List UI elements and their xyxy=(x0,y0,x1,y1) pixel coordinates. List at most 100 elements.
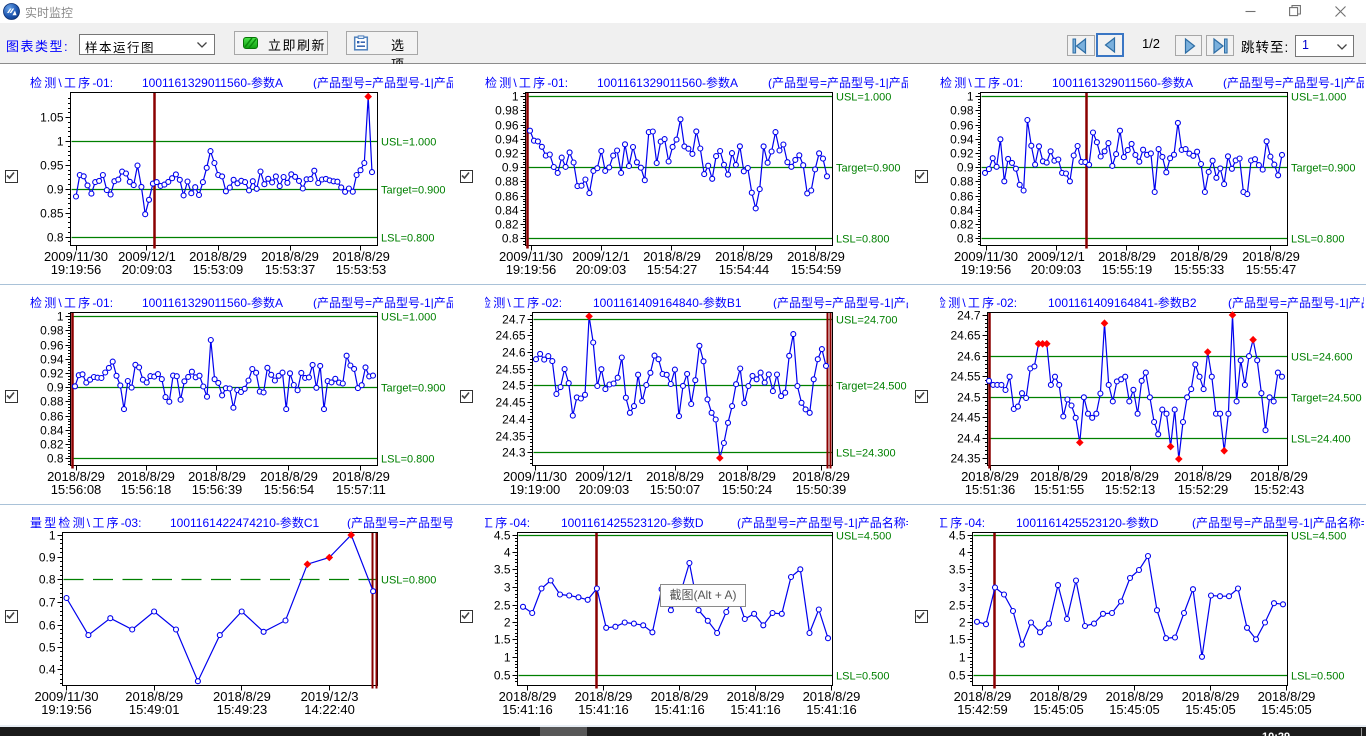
svg-text:15:53:09: 15:53:09 xyxy=(193,262,244,277)
svg-text:2018/8/29: 2018/8/29 xyxy=(961,469,1019,484)
svg-text:1: 1 xyxy=(967,90,974,104)
svg-text:2018/8/29: 2018/8/29 xyxy=(213,689,271,704)
svg-text:2018/8/29: 2018/8/29 xyxy=(1258,689,1316,704)
svg-text:20:09:03: 20:09:03 xyxy=(576,262,627,277)
svg-text:24.3: 24.3 xyxy=(502,446,526,460)
svg-text:24.45: 24.45 xyxy=(495,396,525,410)
svg-text:2018/8/29: 2018/8/29 xyxy=(261,249,319,264)
svg-text:0.94: 0.94 xyxy=(495,133,519,147)
svg-text:2018/8/29: 2018/8/29 xyxy=(718,469,776,484)
svg-text:2.5: 2.5 xyxy=(494,599,511,613)
svg-text:1: 1 xyxy=(57,310,64,324)
svg-text:24.65: 24.65 xyxy=(950,329,980,343)
svg-text:USL=0.800: USL=0.800 xyxy=(381,575,436,587)
svg-text:2018/8/29: 2018/8/29 xyxy=(643,249,701,264)
svg-text:2009/12/1: 2009/12/1 xyxy=(575,469,633,484)
svg-text:0.5: 0.5 xyxy=(949,669,966,683)
svg-text:20:09:03: 20:09:03 xyxy=(579,482,630,497)
svg-text:2018/8/29: 2018/8/29 xyxy=(803,689,861,704)
svg-text:15:41:16: 15:41:16 xyxy=(578,702,629,717)
svg-text:LSL=0.800: LSL=0.800 xyxy=(1291,234,1345,246)
svg-text:19:19:56: 19:19:56 xyxy=(51,262,102,277)
svg-text:15:54:59: 15:54:59 xyxy=(791,262,842,277)
svg-text:24.65: 24.65 xyxy=(495,329,525,343)
svg-text:0.92: 0.92 xyxy=(40,367,64,381)
svg-text:15:41:16: 15:41:16 xyxy=(730,702,781,717)
svg-text:2009/11/30: 2009/11/30 xyxy=(34,689,98,704)
svg-text:24.45: 24.45 xyxy=(950,411,980,425)
svg-text:15:49:01: 15:49:01 xyxy=(129,702,180,717)
svg-text:15:56:08: 15:56:08 xyxy=(51,482,102,497)
svg-text:15:41:16: 15:41:16 xyxy=(654,702,705,717)
svg-text:USL=4.500: USL=4.500 xyxy=(836,531,891,543)
svg-text:LSL=24.300: LSL=24.300 xyxy=(836,448,896,460)
svg-text:1: 1 xyxy=(512,90,519,104)
svg-text:2018/8/29: 2018/8/29 xyxy=(715,249,773,264)
svg-text:LSL=24.400: LSL=24.400 xyxy=(1291,434,1351,446)
svg-text:2018/8/29: 2018/8/29 xyxy=(1242,249,1300,264)
svg-text:15:52:13: 15:52:13 xyxy=(1105,482,1156,497)
svg-text:0.96: 0.96 xyxy=(40,339,64,353)
svg-text:2018/8/29: 2018/8/29 xyxy=(1250,469,1308,484)
svg-text:Target=0.900: Target=0.900 xyxy=(381,383,446,395)
svg-text:19:19:56: 19:19:56 xyxy=(506,262,557,277)
svg-text:15:52:43: 15:52:43 xyxy=(1254,482,1305,497)
svg-text:2018/8/29: 2018/8/29 xyxy=(188,469,246,484)
svg-text:4: 4 xyxy=(504,546,511,560)
svg-text:15:41:16: 15:41:16 xyxy=(806,702,857,717)
svg-text:15:45:05: 15:45:05 xyxy=(1185,702,1236,717)
svg-text:15:50:07: 15:50:07 xyxy=(650,482,701,497)
svg-text:15:52:29: 15:52:29 xyxy=(1178,482,1229,497)
svg-text:3: 3 xyxy=(504,581,511,595)
svg-text:0.82: 0.82 xyxy=(40,438,64,452)
svg-text:0.9: 0.9 xyxy=(39,551,56,565)
svg-text:2018/8/29: 2018/8/29 xyxy=(47,469,105,484)
svg-text:24.55: 24.55 xyxy=(950,370,980,384)
svg-text:15:45:05: 15:45:05 xyxy=(1033,702,1084,717)
svg-text:2018/8/29: 2018/8/29 xyxy=(117,469,175,484)
svg-text:15:55:19: 15:55:19 xyxy=(1102,262,1153,277)
svg-text:2009/11/30: 2009/11/30 xyxy=(954,249,1018,264)
svg-text:0.88: 0.88 xyxy=(40,395,64,409)
svg-text:2018/8/29: 2018/8/29 xyxy=(1030,689,1088,704)
svg-text:LSL=0.800: LSL=0.800 xyxy=(836,234,890,246)
svg-text:2018/8/29: 2018/8/29 xyxy=(332,249,390,264)
svg-text:2009/11/30: 2009/11/30 xyxy=(44,249,108,264)
svg-text:15:54:27: 15:54:27 xyxy=(647,262,698,277)
svg-text:0.9: 0.9 xyxy=(502,161,519,175)
svg-text:24.4: 24.4 xyxy=(957,432,981,446)
svg-text:1.05: 1.05 xyxy=(40,111,64,125)
svg-text:Target=24.500: Target=24.500 xyxy=(836,381,907,393)
svg-text:3: 3 xyxy=(959,581,966,595)
svg-text:24.5: 24.5 xyxy=(957,391,981,405)
svg-text:2: 2 xyxy=(504,616,511,630)
svg-text:USL=24.700: USL=24.700 xyxy=(836,315,897,327)
svg-text:USL=1.000: USL=1.000 xyxy=(381,312,436,324)
svg-text:0.5: 0.5 xyxy=(494,669,511,683)
svg-text:2009/11/30: 2009/11/30 xyxy=(503,469,567,484)
svg-text:15:55:47: 15:55:47 xyxy=(1246,262,1297,277)
svg-text:0.86: 0.86 xyxy=(950,190,974,204)
svg-text:1: 1 xyxy=(57,135,64,149)
svg-text:0.9: 0.9 xyxy=(47,183,64,197)
svg-text:0.7: 0.7 xyxy=(39,596,56,610)
svg-text:2018/8/29: 2018/8/29 xyxy=(189,249,247,264)
svg-text:0.8: 0.8 xyxy=(957,232,974,246)
svg-text:1: 1 xyxy=(959,651,966,665)
svg-text:15:41:16: 15:41:16 xyxy=(502,702,553,717)
svg-text:1: 1 xyxy=(49,529,56,543)
svg-text:0.88: 0.88 xyxy=(950,175,974,189)
svg-text:0.82: 0.82 xyxy=(950,218,974,232)
svg-text:24.7: 24.7 xyxy=(957,309,981,323)
svg-text:15:56:54: 15:56:54 xyxy=(264,482,315,497)
svg-text:0.96: 0.96 xyxy=(495,119,519,133)
svg-text:Target=0.900: Target=0.900 xyxy=(836,163,901,175)
svg-text:2018/8/29: 2018/8/29 xyxy=(651,689,709,704)
svg-text:15:49:23: 15:49:23 xyxy=(217,702,268,717)
svg-text:USL=1.000: USL=1.000 xyxy=(836,92,891,104)
svg-text:0.86: 0.86 xyxy=(495,190,519,204)
svg-text:24.55: 24.55 xyxy=(495,363,525,377)
svg-text:0.98: 0.98 xyxy=(950,104,974,118)
svg-text:24.6: 24.6 xyxy=(957,350,981,364)
svg-text:0.9: 0.9 xyxy=(957,161,974,175)
